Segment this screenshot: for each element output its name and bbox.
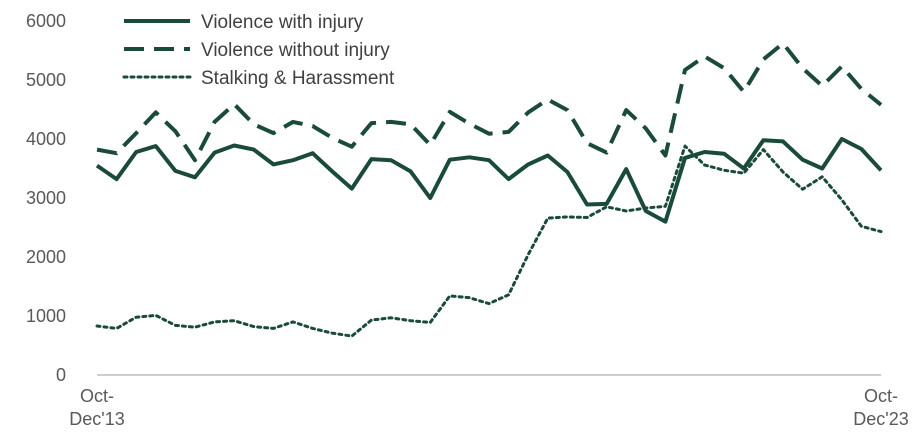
legend-label: Stalking & Harassment <box>201 68 395 89</box>
legend: Violence with injury Violence without inj… <box>122 12 395 89</box>
series-line-stalking-harassment <box>95 144 883 338</box>
x-tick-label: Oct- <box>864 386 898 406</box>
legend-label: Violence without injury <box>201 40 390 61</box>
series-line-violence-without-injury <box>96 41 883 163</box>
legend-label: Violence with injury <box>201 12 364 33</box>
y-tick-label: 5000 <box>26 70 66 90</box>
x-tick-label: Dec'13 <box>69 409 124 429</box>
x-tick-label: Dec'23 <box>853 409 908 429</box>
series-line-violence-with-injury <box>95 137 883 224</box>
x-axis-tick-labels: Oct- Dec'13 Oct- Dec'23 <box>69 386 908 429</box>
y-tick-label: 3000 <box>26 188 66 208</box>
y-tick-label: 1000 <box>26 306 66 326</box>
y-tick-label: 0 <box>56 365 66 385</box>
y-tick-label: 6000 <box>26 11 66 31</box>
y-tick-label: 4000 <box>26 129 66 149</box>
series-lines <box>95 41 883 338</box>
y-tick-label: 2000 <box>26 247 66 267</box>
y-axis-tick-labels: 0 1000 2000 3000 4000 5000 6000 <box>26 11 66 385</box>
x-tick-label: Oct- <box>80 386 114 406</box>
